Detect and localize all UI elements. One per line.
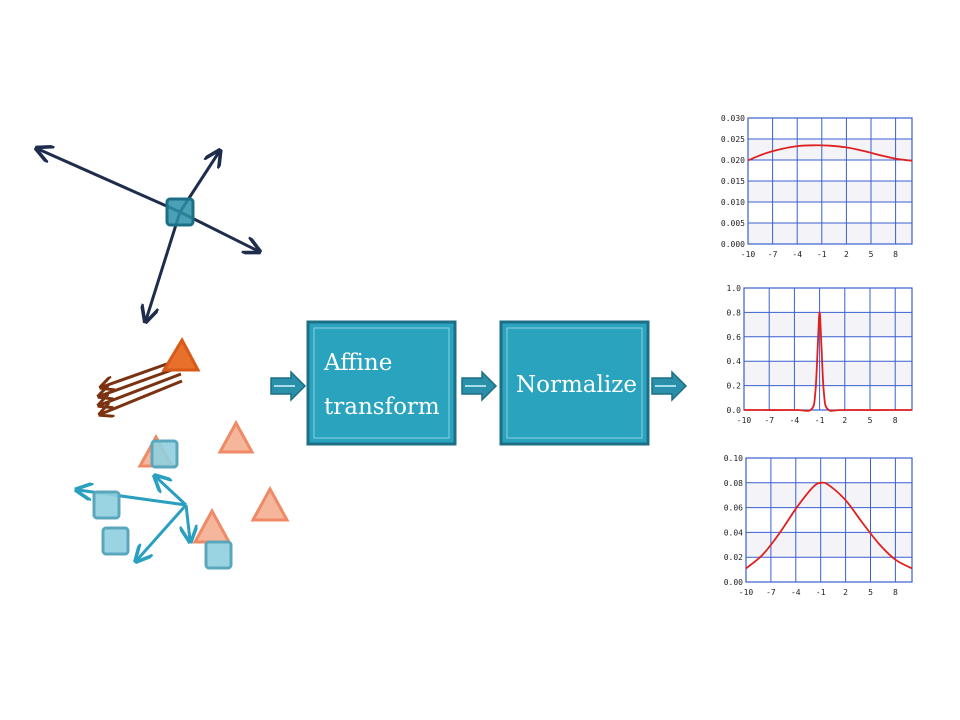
affine-box-label-line2: transform [324, 394, 440, 420]
chart-band [744, 312, 912, 337]
light-triangle-4 [192, 507, 232, 544]
chart-band [746, 557, 912, 582]
brown-arrow-4 [101, 379, 183, 414]
chart-x-tick-label: -4 [792, 250, 802, 259]
chart-3: 0.00 0.02 0.04 0.06 0.08 0.10 -10 -7 -4 -1 2 5 8 [724, 454, 913, 597]
chart-x-tick-label: 5 [869, 250, 874, 259]
chart-band [746, 507, 912, 533]
chart-y-tick-label: 0.0 [727, 406, 742, 415]
chart-x-tick-label: 2 [843, 588, 848, 597]
light-triangle-3 [250, 485, 290, 522]
chart-1: 0.000 0.005 0.010 0.015 0.020 0.025 0.030 -10 -7… [721, 114, 913, 259]
chart-x-tick-label: 2 [842, 416, 847, 425]
normalize-box-label: Normalize [516, 372, 637, 398]
affine-box-inner [313, 327, 450, 439]
chart-x-tick-label: -1 [815, 416, 825, 425]
chart-x-tick-label: 8 [893, 416, 898, 425]
chart-y-tick-label: 0.6 [727, 333, 742, 342]
cyan-arrow-up [156, 477, 188, 507]
chart-x-tick-label: 5 [868, 416, 873, 425]
affine-transform-box: Affine transform [306, 320, 457, 446]
chart-y-tick-label: 0.02 [724, 553, 743, 562]
chart-x-tick-label: 8 [893, 250, 898, 259]
light-square-4 [204, 540, 233, 570]
chart-2: 0.0 0.2 0.4 0.6 0.8 1.0 -10 -7 -4 -1 2 5 8 [727, 284, 913, 425]
chart-x-tick-label: 5 [868, 588, 873, 597]
chart-y-tick-label: 0.2 [727, 382, 742, 391]
chart-band [744, 336, 912, 362]
chart-series-line [745, 481, 913, 570]
chart-x-tick-label: -1 [816, 588, 826, 597]
light-square-3 [101, 526, 130, 556]
brown-arrow-3 [100, 372, 182, 405]
chart-y-tick-label: 0.04 [724, 528, 743, 537]
light-triangle-1 [217, 419, 255, 454]
chart-x-tick-label: 2 [844, 250, 849, 259]
chart-y-tick-label: 0.000 [721, 240, 745, 249]
affine-box-rect [306, 320, 457, 446]
chart-band [746, 482, 912, 508]
chart-x-tick-label: -4 [791, 588, 801, 597]
normalize-box: Normalize [499, 320, 650, 446]
chart-band [746, 458, 912, 483]
vector-illustration [38, 149, 290, 570]
chart-series-line [747, 144, 913, 162]
chart-y-tick-label: 0.020 [721, 156, 745, 165]
chart-x-tick-label: -4 [790, 416, 800, 425]
chart-y-tick-label: 0.10 [724, 454, 743, 463]
center-square [165, 197, 195, 227]
light-square-2 [92, 490, 121, 520]
chart-y-tick-label: 0.010 [721, 198, 745, 207]
chart-y-tick-label: 0.00 [724, 578, 743, 587]
chart-y-tick-label: 0.030 [721, 114, 745, 123]
flow: Affine transform Normalize [270, 320, 688, 446]
chart-y-tick-label: 0.08 [724, 479, 743, 488]
chart-x-tick-label: 8 [893, 588, 898, 597]
chart-x-tick-label: -7 [768, 250, 778, 259]
cyan-arrow-down [186, 504, 190, 540]
dark-arrow-down [146, 211, 182, 320]
chart-y-tick-label: 0.005 [721, 219, 745, 228]
brown-arrow-2 [100, 365, 181, 396]
light-square-1 [150, 439, 179, 469]
chart-x-tick-label: -1 [817, 250, 827, 259]
chart-series-line [743, 311, 913, 412]
chart-y-tick-label: 0.06 [724, 504, 743, 513]
normalize-box-inner [506, 327, 643, 439]
chart-band [744, 361, 912, 386]
chart-frame [747, 117, 913, 245]
chart-x-tick-label: -7 [766, 588, 776, 597]
chart-x-tick-label: -10 [741, 250, 756, 259]
chart-frame [745, 457, 913, 583]
chart-y-tick-label: 0.015 [721, 177, 745, 186]
chart-x-tick-label: -10 [739, 588, 754, 597]
brown-arrow-1 [102, 358, 179, 387]
light-squares [92, 439, 233, 570]
chart-y-tick-label: 0.4 [727, 357, 742, 366]
chart-y-tick-label: 0.8 [727, 308, 742, 317]
normalize-box-rect [499, 320, 650, 446]
brown-vectors [100, 358, 183, 414]
dark-vectors [38, 149, 258, 320]
chart-band [746, 532, 912, 558]
affine-box-label-line1: Affine [323, 350, 392, 376]
chart-y-tick-label: 1.0 [727, 284, 742, 293]
orange-triangle [161, 336, 201, 372]
chart-x-tick-label: -10 [737, 416, 752, 425]
dark-arrow-upleft [38, 149, 181, 214]
chart-band [744, 385, 912, 410]
chart-x-tick-label: -7 [764, 416, 774, 425]
chart-band [744, 288, 912, 313]
chart-y-tick-label: 0.025 [721, 135, 745, 144]
cyan-arrow-downleft [137, 504, 188, 560]
